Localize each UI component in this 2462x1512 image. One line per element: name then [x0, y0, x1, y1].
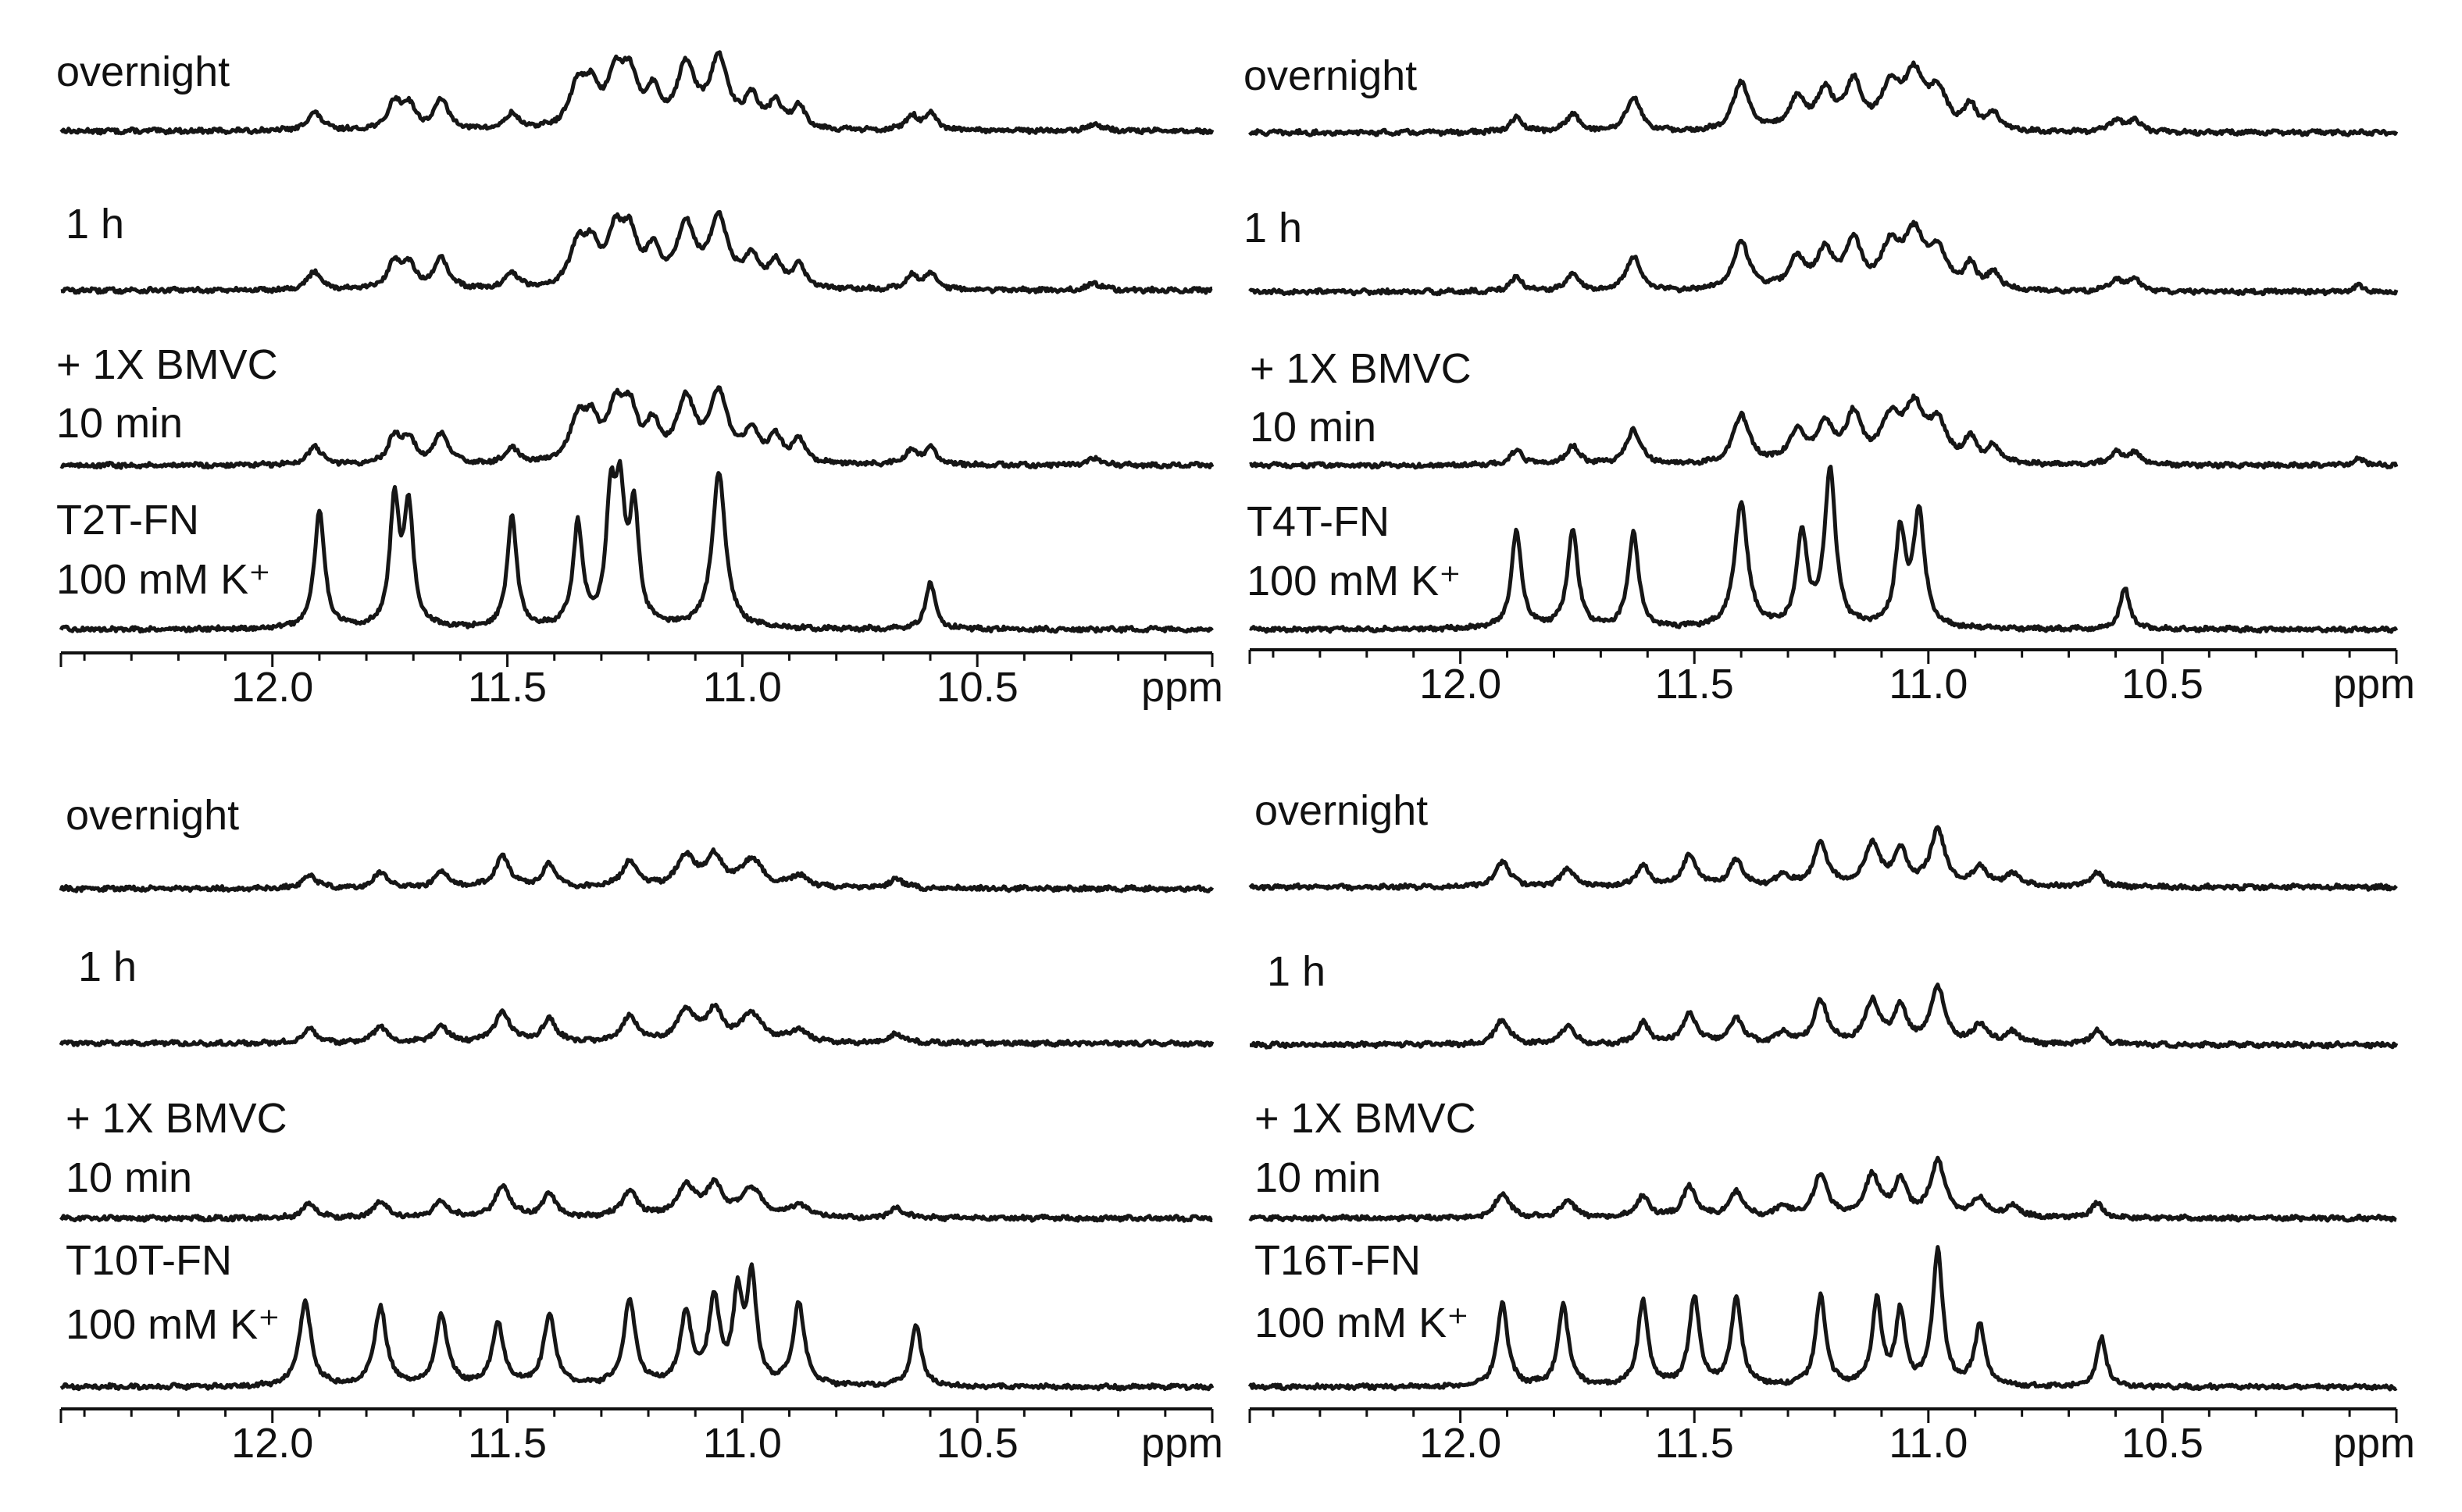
spectrum-trace: [1248, 219, 2399, 297]
trace-label: overnight: [66, 792, 239, 839]
trace-label: + 1X BMVC: [66, 1095, 287, 1142]
trace-label: 10 min: [1254, 1154, 1381, 1201]
x-tick-label: 12.0: [1419, 661, 1501, 708]
trace-label: + 1X BMVC: [1254, 1095, 1476, 1142]
x-tick-label: 12.0: [1419, 1420, 1501, 1467]
trace-label: 100 mM K⁺: [1247, 558, 1461, 604]
trace-label: overnight: [1243, 52, 1417, 99]
panel-top-right: overnight 1 h + 1X BMVC 10 min T4T-FN 10…: [1243, 52, 2415, 708]
x-tick-label: 11.0: [703, 664, 782, 711]
spectrum-trace: [59, 385, 1215, 470]
panel-bottom-right: overnight 1 h + 1X BMVC 10 min T16T-FN 1…: [1250, 787, 2415, 1467]
trace-label: + 1X BMVC: [56, 341, 278, 388]
trace-label: T4T-FN: [1247, 498, 1390, 545]
spectrum-trace: [1249, 982, 2399, 1050]
trace-label: overnight: [1254, 787, 1428, 834]
trace-label: 100 mM K⁺: [1254, 1300, 1469, 1346]
x-axis-unit-label: ppm: [1141, 1420, 1223, 1467]
spectrum-trace: [1248, 60, 2399, 137]
trace-label: 1 h: [1267, 948, 1326, 995]
spectrum-trace: [59, 1262, 1215, 1392]
spectrum-trace: [59, 1002, 1215, 1048]
trace-label: overnight: [56, 48, 230, 95]
trace-label: 10 min: [66, 1154, 192, 1201]
trace-label: + 1X BMVC: [1250, 345, 1472, 392]
spectrum-trace: [59, 847, 1215, 893]
trace-label: 1 h: [78, 943, 137, 990]
spectrum-trace: [1248, 1155, 2397, 1223]
panel-top-left: overnight 1 h + 1X BMVC 10 min T2T-FN 10…: [56, 48, 1223, 711]
trace-label: T16T-FN: [1254, 1237, 1421, 1284]
x-axis-unit-label: ppm: [1141, 664, 1223, 711]
x-axis-unit-label: ppm: [2333, 661, 2415, 708]
x-tick-label: 11.5: [1655, 661, 1734, 708]
panel-bottom-left: overnight 1 h + 1X BMVC 10 min T10T-FN 1…: [61, 792, 1223, 1467]
trace-label: 100 mM K⁺: [56, 556, 271, 603]
trace-label: 1 h: [1243, 205, 1302, 251]
spectrum-trace: [59, 1177, 1213, 1223]
x-tick-label: 11.0: [1889, 661, 1968, 708]
x-tick-label: 11.0: [1889, 1420, 1968, 1467]
trace-label: 1 h: [66, 201, 124, 248]
x-tick-label: 10.5: [2121, 661, 2203, 708]
x-tick-label: 10.5: [937, 1420, 1019, 1467]
x-tick-label: 10.5: [937, 664, 1019, 711]
x-tick-label: 11.5: [1655, 1420, 1734, 1467]
x-tick-label: 11.5: [468, 1420, 547, 1467]
spectrum-trace: [1249, 393, 2399, 470]
trace-label: 10 min: [1250, 404, 1376, 451]
spectrum-trace: [1247, 1245, 2398, 1392]
x-axis-unit-label: ppm: [2333, 1420, 2415, 1467]
x-tick-label: 10.5: [2121, 1420, 2203, 1467]
spectrum-trace: [1248, 825, 2398, 892]
spectrum-trace: [1249, 465, 2399, 634]
trace-label: T2T-FN: [56, 497, 199, 544]
x-tick-label: 12.0: [231, 1420, 313, 1467]
x-tick-label: 12.0: [231, 664, 313, 711]
x-tick-label: 11.5: [468, 664, 547, 711]
spectrum-trace: [59, 458, 1214, 634]
spectra-marks: 12.0 11.5 11.0 10.5 12.0 11.5 11.0 10.5 12.0 11.5…: [59, 50, 2399, 1467]
trace-label: 10 min: [56, 400, 183, 447]
spectrum-trace: [59, 50, 1215, 136]
x-tick-label: 11.0: [703, 1420, 782, 1467]
trace-label: 100 mM K⁺: [66, 1301, 280, 1348]
trace-label: T10T-FN: [66, 1237, 232, 1284]
spectrum-trace: [60, 210, 1213, 295]
